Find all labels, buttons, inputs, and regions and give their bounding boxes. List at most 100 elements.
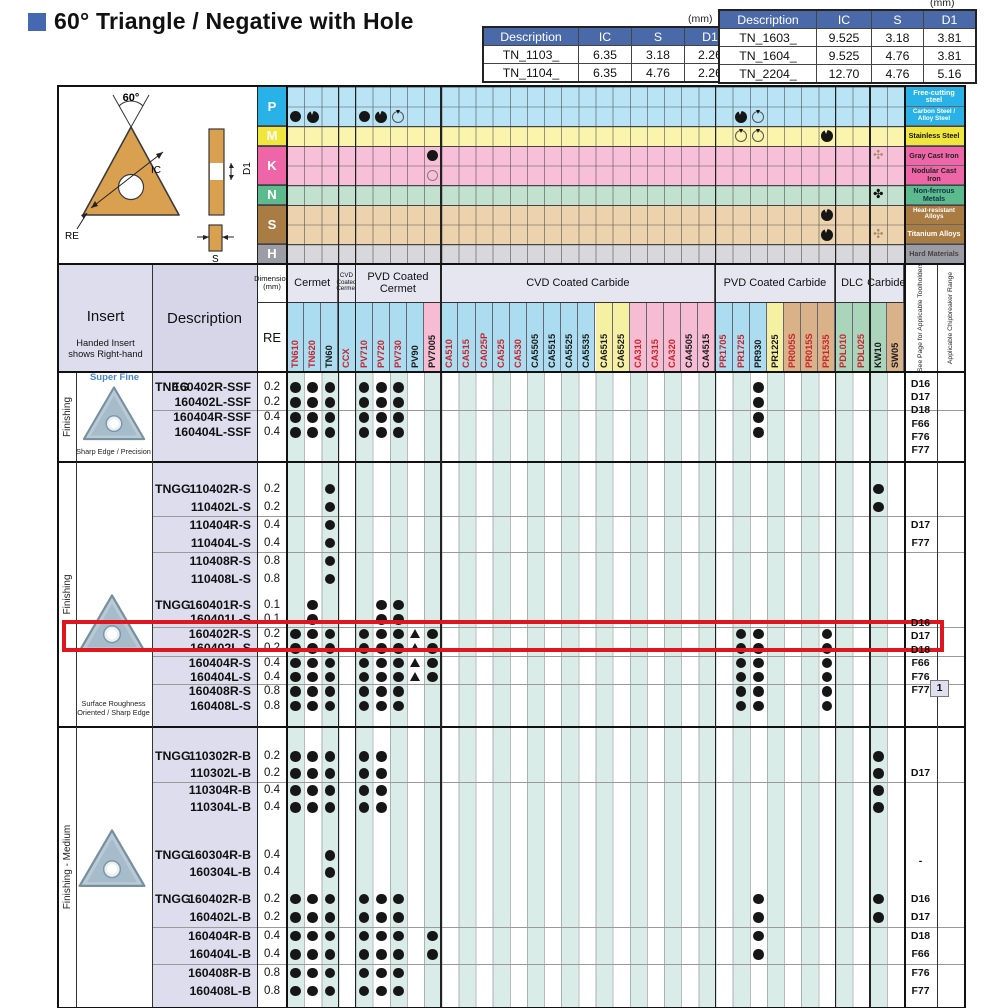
page-reference: D17 [910,391,931,404]
availability-dot [376,427,387,438]
grade-col-bg-CA5515 [544,302,562,372]
availability-dot [753,930,764,942]
availability-dot [290,657,301,669]
spec-header: S [871,9,924,29]
grade-col-PR1725: PR1725 [735,334,746,368]
availability-dot [358,985,370,997]
availability-dot [376,382,387,393]
availability-dot [821,700,833,712]
grade-col-CA5505: CA5505 [529,333,540,368]
side-label-cell [59,462,77,727]
page-reference: F76 [911,430,930,443]
block-prefix: TNGG [155,892,191,906]
spec-cell: 9.525 [816,28,872,47]
band-divider [257,184,964,186]
row-re-value: 0.4 [264,411,280,423]
row-description: 160408L-B [189,984,251,998]
block-prefix: TNGG [155,749,191,763]
mark-first-choice-icon [306,109,319,123]
availability-dot [290,427,301,438]
availability-dot [821,686,833,697]
grade-col-CA4515: CA4515 [701,333,712,368]
grade-col-TN610: TN610 [290,340,300,368]
spec-table-1: Description IC S D1 TN_1103_ 6.35 3.18 2.26 TN_1… [482,26,737,83]
grade-col-bg-KW10 [869,302,887,372]
grade-col-bg-PV90 [406,302,425,372]
grade-group-header: PVD Coated Cermet [355,264,442,302]
chipbreaker-header: Applicable Chipbreaker Range [947,271,954,365]
grade-col-bg-PR015S [801,302,819,372]
side-label-cell [59,372,77,462]
row-description: 160402L-SSF [174,395,251,409]
row-description: 110304R-B [188,783,251,797]
material-name-label: Titanium Alloys [904,224,964,245]
row-re-value: 0.2 [264,381,280,393]
availability-dot [324,427,336,438]
row-description: 110402R-S [189,482,251,496]
page-reference: F77 [911,444,930,456]
grade-col-PR005S: PR005S [787,333,798,368]
availability-dot [307,412,318,423]
row-description: 160404L-SSF [174,425,251,439]
grade-col-CA530: CA530 [512,339,523,368]
side-label-cell [59,727,77,1007]
column-border [257,87,259,1007]
availability-dot [393,643,404,654]
dimension-header: Dimension (mm) [254,273,290,291]
availability-dot [393,599,404,611]
grade-col-bg-CA525 [492,302,510,372]
availability-dot [358,802,370,813]
availability-dot [393,985,404,997]
page-reference: D17 [910,911,931,924]
availability-triangle [410,672,421,682]
availability-dot [324,483,336,495]
availability-dot [376,397,387,408]
grade-col-bg-PV730 [389,302,407,372]
availability-dot [753,671,764,683]
row-description: 160404R-SSF [173,410,251,424]
availability-dot [427,657,438,669]
title-bullet-icon [28,12,46,31]
section-divider [59,726,964,728]
row-description: 160304L-B [189,865,251,879]
row-pair-divider [152,626,964,628]
row-re-value: 0.2 [264,627,280,640]
diagram-d1-label: D1 [242,162,253,175]
availability-dot [290,912,301,923]
grade-col-bg-CA515 [458,302,476,372]
availability-dot [358,700,370,712]
availability-dot [358,930,370,942]
availability-dot [376,949,387,960]
row-description: 110302L-B [190,766,251,780]
grade-col-PV730: PV730 [392,340,403,368]
availability-dot [393,397,404,408]
availability-dot [358,382,370,393]
row-description: 160401L-S [190,612,251,627]
spec-cell: 9.525 [816,46,872,65]
availability-dot [290,802,301,813]
row-description: 160404L-S [190,670,251,684]
availability-dot [324,867,336,878]
availability-dot [376,643,387,654]
spec-header: D1 [923,9,977,29]
insert-header-note: Handed Insert shows Right-hand [68,338,143,359]
mark-puzzle-icon: ✣ [873,147,884,162]
row-description: 160404R-S [188,655,251,670]
page-reference: D18 [910,643,931,656]
grade-col-bg-PR1705 [715,302,733,372]
spec-cell: TN_2204_ [718,64,817,84]
grade-group-header: Carbide [867,264,906,302]
block-prefix: TNEG [155,380,190,394]
availability-dot [753,397,764,408]
row-description: 160408L-S [190,698,251,713]
row-description: 160408R-S [188,684,251,699]
row-description: 160402R-B [188,892,251,906]
availability-dot [753,657,764,669]
grade-col-CA025P: CA025P [478,332,489,368]
availability-dot [307,427,318,438]
row-re-value: 0.8 [264,985,280,997]
availability-dot [376,751,387,762]
column-border [714,87,717,1007]
availability-dot [324,930,336,942]
material-name-label: Heat-resistant Alloys [904,205,964,225]
